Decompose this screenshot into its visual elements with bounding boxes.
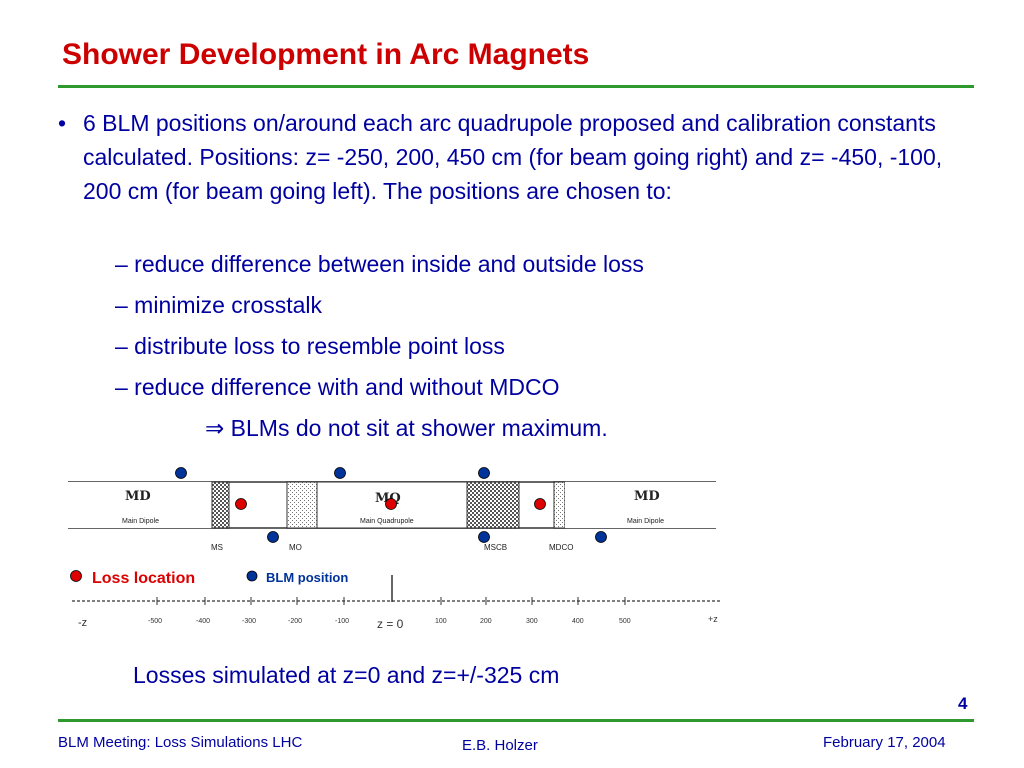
title-divider [58,85,974,88]
page-number: 4 [958,694,968,713]
axis-tick-label: 400 [572,618,584,625]
magnet-sublabel: Main Dipole [122,518,159,525]
axis-tick-label: -100 [335,618,349,625]
component-label: MDCO [549,543,573,552]
legend-blm-label: BLM position [266,570,348,585]
mo-block [286,481,318,529]
blm-marker [175,467,187,479]
loss-marker [534,498,546,510]
axis-tick-label: 200 [480,618,492,625]
axis-ticks [156,597,626,605]
axis-tick-label: -500 [148,618,162,625]
footer-divider [58,719,974,722]
axis-tick-label: -300 [242,618,256,625]
magnet-label: MD [634,489,660,504]
legend-loss-icon [70,570,82,582]
main-dipole-right [565,482,716,528]
blm-marker [478,531,490,543]
conclusion-text: ⇒ BLMs do not sit at shower maximum. [205,415,608,441]
sub-item: – reduce difference between inside and o… [115,251,644,277]
diagram-caption: Losses simulated at z=0 and z=+/-325 cm [133,662,560,688]
axis-tick-label: 100 [435,618,447,625]
blm-marker [478,467,490,479]
blm-marker [595,531,607,543]
legend-blm-icon [246,570,258,582]
component-label: MO [289,543,302,552]
bullet-text: 6 BLM positions on/around each arc quadr… [83,110,943,204]
legend-loss-label: Loss location [92,570,195,587]
axis-center-label: z = 0 [377,617,404,631]
magnet-label: MD [125,489,151,504]
axis-start-label: -z [78,617,87,629]
sub-item: – reduce difference with and without MDC… [115,374,560,400]
footer-date: February 17, 2004 [823,734,946,751]
blm-marker [334,467,346,479]
footer-author: E.B. Holzer [462,737,538,754]
footer-meeting: BLM Meeting: Loss Simulations LHC [58,734,303,751]
sub-item: – minimize crosstalk [115,292,323,318]
component-label: MSCB [484,543,507,552]
bullet-marker: • [58,110,67,136]
loss-marker [235,498,247,510]
sub-item: – distribute loss to resemble point loss [115,333,505,359]
slide-title: Shower Development in Arc Magnets [62,38,590,71]
magnet-sublabel: Main Quadrupole [360,518,414,525]
component-label: MS [211,543,223,552]
axis-tick-label: 300 [526,618,538,625]
mscb-block [466,481,520,529]
loss-marker [385,498,397,510]
ms-block [211,481,230,529]
mdco-block [553,481,566,529]
axis-end-label: +z [708,614,718,624]
main-dipole-left [68,482,213,528]
axis-tick-label: -200 [288,618,302,625]
blm-marker [267,531,279,543]
magnet-layout-diagram: MD Main Dipole MQ Main Quadrupole MD Mai… [60,460,730,640]
axis-tick-label: 500 [619,618,631,625]
main-bullet: • 6 BLM positions on/around each arc qua… [58,106,958,208]
magnet-sublabel: Main Dipole [627,518,664,525]
axis-tick-label: -400 [196,618,210,625]
